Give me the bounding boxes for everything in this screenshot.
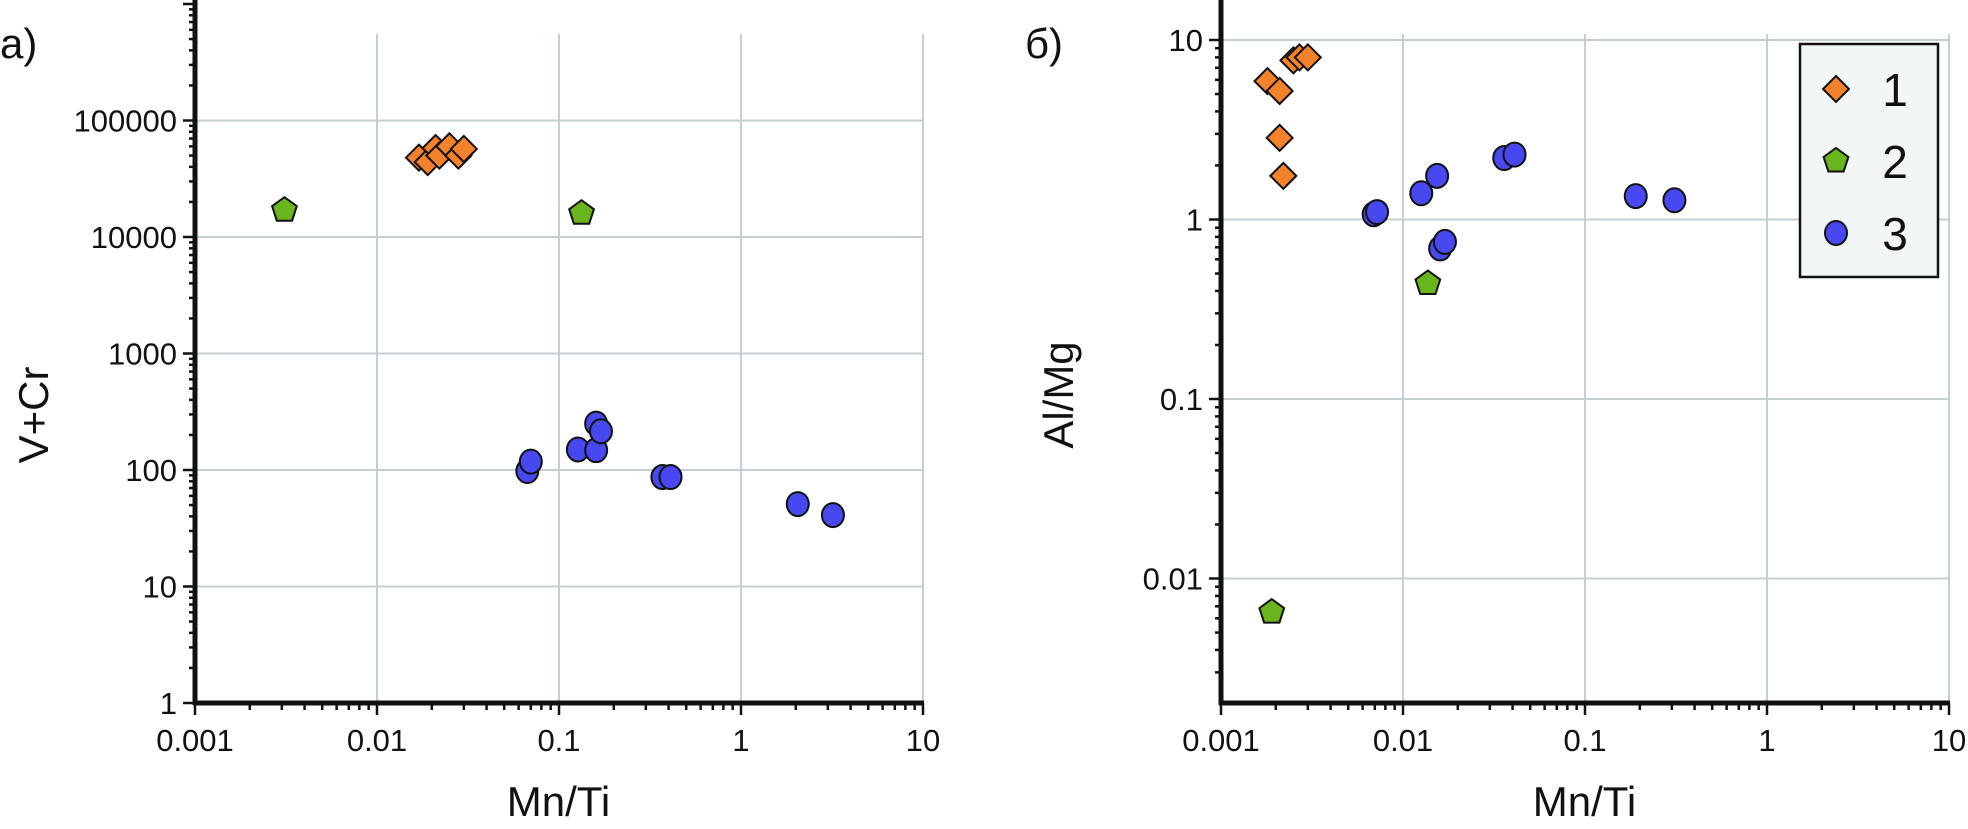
legend-box — [1798, 42, 1940, 279]
data-point-circle — [1425, 162, 1450, 189]
data-point-pentagon — [1258, 597, 1286, 624]
x-tick-label: 0.01 — [347, 723, 407, 758]
data-point-circle — [658, 464, 683, 491]
x-tick-label: 0.001 — [1182, 723, 1260, 758]
x-tick-label: 0.1 — [1563, 723, 1606, 758]
data-point-diamond — [1265, 76, 1295, 106]
x-tick-label: 0.001 — [156, 723, 234, 758]
y-tick-label: 1 — [1186, 203, 1203, 238]
data-point-pentagon — [568, 198, 596, 225]
data-point-diamond — [449, 134, 479, 164]
legend-label: 1 — [1882, 64, 1908, 116]
x-tick-label: 10 — [906, 723, 940, 758]
y-tick-label: 100000 — [74, 104, 177, 139]
data-point-diamond — [1293, 42, 1323, 72]
y-axis-label: Al/Mg — [1035, 341, 1082, 448]
data-point-circle — [1662, 187, 1687, 214]
data-point-circle — [1824, 220, 1848, 246]
series-3 — [1361, 141, 1687, 262]
data-point-circle — [588, 418, 613, 445]
panel-label: б) — [1025, 20, 1063, 67]
data-point-circle — [1502, 141, 1527, 168]
x-axis-label: Mn/Ti — [1533, 778, 1636, 825]
x-tick-label: 1 — [1758, 723, 1775, 758]
data-point-circle — [518, 448, 543, 475]
y-tick-label: 10 — [1169, 23, 1203, 58]
series-2 — [1258, 269, 1442, 624]
y-tick-label: 10000 — [91, 220, 177, 255]
y-tick-label: 1000 — [108, 337, 177, 372]
data-point-diamond — [1268, 161, 1298, 191]
panel-a: 0.001 0.01 0.1 1 10 1 10 100 1000 10000 100000 Mn/T… — [0, 0, 940, 825]
data-point-circle — [820, 502, 845, 529]
x-tick-label: 1 — [732, 723, 749, 758]
legend: 1 2 3 — [1798, 42, 1940, 279]
series-1 — [404, 131, 479, 177]
data-point-circle — [785, 491, 810, 518]
x-tick-label: 0.1 — [537, 723, 580, 758]
x-tick-label: 10 — [1932, 723, 1966, 758]
legend-label: 3 — [1882, 208, 1908, 260]
data-point-circle — [1432, 228, 1457, 255]
y-tick-label: 10 — [143, 570, 177, 605]
data-point-circle — [1409, 180, 1434, 207]
data-point-circle — [1623, 183, 1648, 210]
data-point-pentagon — [270, 195, 298, 222]
legend-label: 2 — [1882, 136, 1908, 188]
x-axis-label: Mn/Ti — [507, 778, 610, 825]
panel-b: 0.001 0.01 0.1 1 10 0.01 0.1 1 10 Mn/Ti Al/Mg б) 1 2 3 — [1025, 0, 1966, 825]
series-1 — [1253, 42, 1323, 191]
y-tick-label: 0.1 — [1160, 382, 1203, 417]
series-3 — [515, 410, 845, 529]
x-tick-label: 0.01 — [1373, 723, 1433, 758]
y-axis-label: V+Cr — [10, 367, 57, 464]
y-tick-label: 100 — [125, 453, 177, 488]
data-point-pentagon — [1414, 269, 1442, 295]
series-2 — [270, 195, 596, 225]
y-tick-label: 0.01 — [1143, 562, 1203, 597]
data-point-pentagon — [1822, 146, 1850, 173]
panel-label: а) — [0, 20, 37, 67]
data-point-diamond — [1265, 123, 1295, 153]
data-point-circle — [1365, 199, 1390, 226]
data-point-diamond — [1821, 74, 1851, 104]
y-tick-label: 1 — [160, 686, 177, 721]
